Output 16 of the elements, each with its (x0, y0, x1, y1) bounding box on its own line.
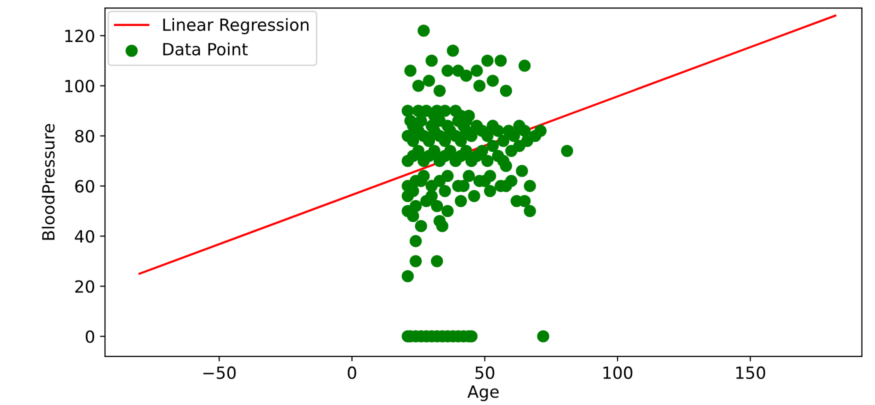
y-tick-label: 80 (75, 130, 94, 142)
y-tick-label: 100 (65, 80, 94, 92)
x-tick-label: 150 (736, 366, 766, 380)
legend-label: Data Point (163, 42, 248, 56)
y-tick-label: 0 (86, 330, 94, 343)
x-axis-title: Age (467, 386, 499, 402)
y-tick-label: 40 (74, 230, 94, 243)
x-tick-label: 50 (475, 366, 494, 380)
x-tick-label: 100 (603, 366, 632, 380)
y-tick-label: 120 (65, 30, 94, 42)
x-tick-label: −50 (203, 366, 236, 380)
y-tick-label: 20 (75, 280, 94, 293)
y-tick-label: 60 (75, 180, 94, 193)
x-tick-label: 0 (348, 366, 356, 380)
y-axis-title: BloodPressure (42, 124, 55, 240)
legend-label: Linear Regression (163, 18, 308, 34)
